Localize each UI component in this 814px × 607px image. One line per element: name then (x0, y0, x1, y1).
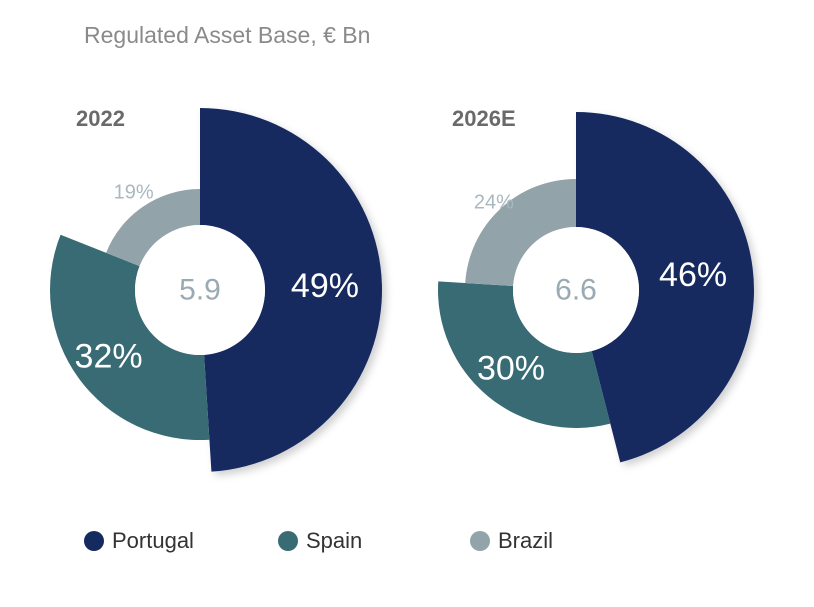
slice-label-portugal-2022: 49% (291, 267, 359, 305)
donut-hole-2022 (135, 225, 265, 355)
legend-dot-brazil (470, 531, 490, 551)
donut-charts: 49% 32% 19% 5.9 46% 30% 24% 6.6 (49, 108, 755, 472)
slice-label-portugal-2026e: 46% (659, 256, 727, 294)
slice-label-spain-2026e: 30% (477, 350, 545, 388)
legend-item-brazil: Brazil (470, 528, 553, 554)
legend-label-brazil: Brazil (498, 528, 554, 553)
legend-dot-spain (278, 531, 298, 551)
legend-label-portugal: Portugal (112, 528, 194, 553)
chart-title: Regulated Asset Base, € Bn (84, 22, 371, 48)
slice-brazil-2026e (465, 179, 576, 287)
legend-item-spain: Spain (278, 528, 362, 554)
slice-spain-2026e (438, 281, 611, 429)
legend-item-portugal: Portugal (84, 528, 194, 554)
donut-total-2022: 5.9 (179, 274, 221, 307)
donut-total-2026e: 6.6 (555, 274, 597, 307)
chart-year-2022: 2022 (76, 106, 125, 131)
slice-label-brazil-2022: 19% (114, 181, 154, 203)
slice-brazil-2022 (106, 189, 200, 267)
chart-year-2026e: 2026E (452, 106, 516, 131)
donut-chart-2026e: 46% 30% 24% 6.6 (438, 112, 755, 463)
donut-chart-2022: 49% 32% 19% 5.9 (49, 108, 383, 472)
legend-label-spain: Spain (306, 528, 363, 553)
slice-spain-2022 (49, 234, 210, 440)
slice-label-spain-2022: 32% (75, 337, 143, 375)
slice-portugal-2026e (576, 112, 755, 463)
legend-dot-portugal (84, 531, 104, 551)
slice-label-brazil-2026e: 24% (474, 192, 514, 214)
slice-portugal-2022 (200, 108, 383, 472)
donut-hole-2026e (513, 227, 639, 353)
legend: Portugal Spain Brazil (0, 528, 814, 564)
